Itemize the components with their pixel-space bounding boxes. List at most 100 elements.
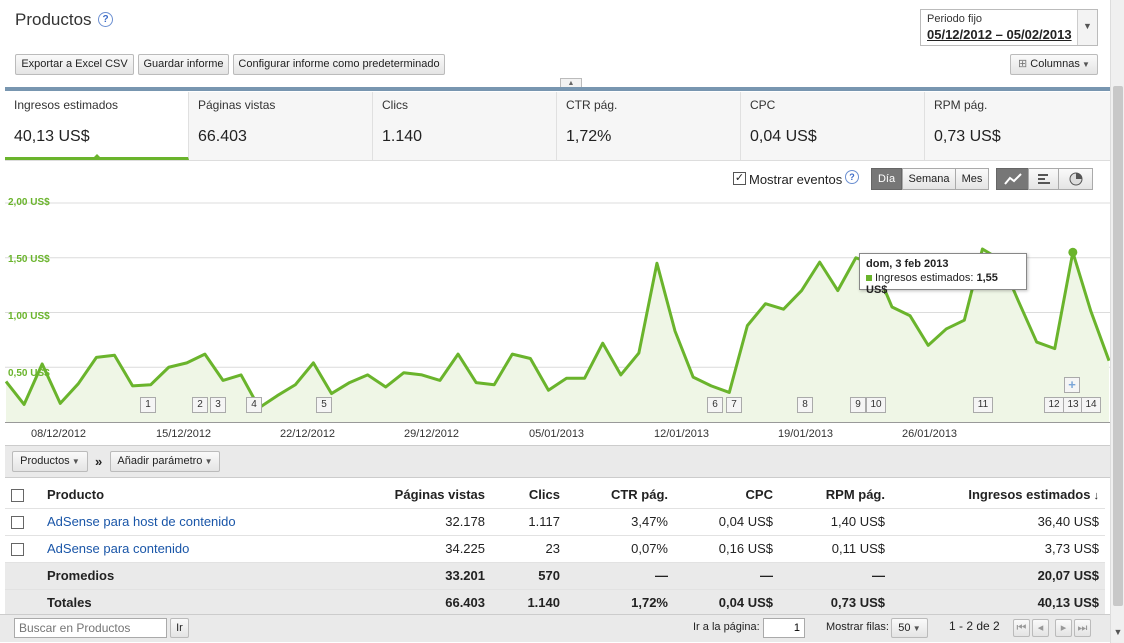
pie-chart-icon xyxy=(1069,172,1082,186)
rows-value: 50 xyxy=(898,622,911,634)
x-tick-label: 12/01/2013 xyxy=(654,428,710,440)
select-all-checkbox[interactable] xyxy=(11,489,24,503)
event-marker[interactable]: 6 xyxy=(707,397,723,413)
goto-page-label: Ir a la página: xyxy=(693,621,760,633)
rpm-cell: 0,73 US$ xyxy=(779,589,891,617)
table-row: AdSense para host de contenido 32.178 1.… xyxy=(5,508,1105,536)
col-cpc[interactable]: CPC xyxy=(674,482,779,509)
series-line xyxy=(5,247,1110,410)
bar-chart-icon xyxy=(1037,174,1050,184)
event-marker[interactable]: 13 xyxy=(1063,397,1083,413)
show-events-label: Mostrar eventos xyxy=(749,172,843,187)
last-page-button[interactable]: ⏭ xyxy=(1074,619,1091,637)
select-all-cell xyxy=(5,482,41,509)
scrollbar[interactable]: ▼ xyxy=(1110,0,1124,643)
col-clicks[interactable]: Clics xyxy=(491,482,566,509)
ctr-cell: 1,72% xyxy=(566,589,674,617)
month-toggle[interactable]: Mes xyxy=(955,168,989,190)
export-csv-button[interactable]: Exportar a Excel CSV xyxy=(15,54,134,75)
y-tick-label: 1,50 US$ xyxy=(8,254,50,265)
line-chart-icon xyxy=(1003,173,1022,185)
x-axis-line xyxy=(5,422,1110,423)
ctr-cell: 0,07% xyxy=(566,535,674,563)
event-marker[interactable]: 10 xyxy=(866,397,886,413)
columns-button[interactable]: ⊞ Columnas ▼ xyxy=(1010,54,1098,75)
clicks-cell: 1.117 xyxy=(491,508,566,536)
line-chart-toggle[interactable] xyxy=(996,168,1029,190)
col-pageviews[interactable]: Páginas vistas xyxy=(341,482,491,509)
metric-tab-cpc[interactable]: CPC 0,04 US$ xyxy=(741,92,925,160)
row-checkbox[interactable] xyxy=(11,543,24,557)
selected-caret-icon xyxy=(91,154,103,160)
highlighted-data-point[interactable] xyxy=(1068,247,1078,257)
col-rpm[interactable]: RPM pág. xyxy=(779,482,891,509)
metric-tab-rpm[interactable]: RPM pág. 0,73 US$ xyxy=(925,92,1110,160)
empty-cell xyxy=(5,562,41,590)
y-tick-label: 1,00 US$ xyxy=(8,311,50,322)
scrollbar-thumb[interactable] xyxy=(1113,86,1123,606)
pie-chart-toggle[interactable] xyxy=(1058,168,1093,190)
pageviews-cell: 32.178 xyxy=(341,508,491,536)
product-link[interactable]: AdSense para contenido xyxy=(47,541,190,556)
set-default-button[interactable]: Configurar informe como predeterminado xyxy=(233,54,445,75)
y-tick-label: 2,00 US$ xyxy=(8,197,50,208)
col-revenue[interactable]: Ingresos estimados ↓ xyxy=(891,482,1105,509)
goto-page-input[interactable] xyxy=(763,618,805,638)
event-marker[interactable]: 7 xyxy=(726,397,742,413)
rpm-cell: 1,40 US$ xyxy=(779,508,891,536)
search-go-button[interactable]: Ir xyxy=(170,618,189,638)
ctr-cell: 3,47% xyxy=(566,508,674,536)
week-toggle[interactable]: Semana xyxy=(902,168,956,190)
show-events-checkbox[interactable]: ✓ xyxy=(733,172,746,185)
help-icon[interactable]: ? xyxy=(845,170,859,184)
next-page-button[interactable]: ▸ xyxy=(1055,619,1072,637)
event-marker[interactable]: 12 xyxy=(1044,397,1064,413)
x-tick-label: 05/01/2013 xyxy=(529,428,585,440)
add-parameter-dropdown[interactable]: Añadir parámetro ▼ xyxy=(110,451,220,472)
metric-tab-revenue[interactable]: Ingresos estimados 40,13 US$ xyxy=(5,92,189,160)
metric-label: Clics xyxy=(382,98,408,112)
event-marker[interactable]: 9 xyxy=(850,397,866,413)
save-report-button[interactable]: Guardar informe xyxy=(138,54,229,75)
col-product[interactable]: Producto xyxy=(41,482,341,509)
period-selector[interactable]: Periodo fijo 05/12/2012 – 05/02/2013 ▼ xyxy=(920,9,1098,46)
rpm-cell: 0,11 US$ xyxy=(779,535,891,563)
metric-tab-pageviews[interactable]: Páginas vistas 66.403 xyxy=(189,92,373,160)
event-marker[interactable]: 14 xyxy=(1081,397,1101,413)
event-marker[interactable]: 1 xyxy=(140,397,156,413)
metric-label: CTR pág. xyxy=(566,98,618,112)
row-checkbox[interactable] xyxy=(11,516,24,530)
metric-tab-clicks[interactable]: Clics 1.140 xyxy=(373,92,557,160)
revenue-line-chart xyxy=(5,202,1110,422)
col-ctr[interactable]: CTR pág. xyxy=(566,482,674,509)
event-marker[interactable]: 8 xyxy=(797,397,813,413)
event-marker[interactable]: 2 xyxy=(192,397,208,413)
rows-label: Mostrar filas: xyxy=(826,621,889,633)
metric-value: 40,13 US$ xyxy=(14,128,90,145)
add-event-icon[interactable]: + xyxy=(1064,377,1080,393)
event-marker[interactable]: 4 xyxy=(246,397,262,413)
product-cell: AdSense para host de contenido xyxy=(41,508,341,536)
product-link[interactable]: AdSense para host de contenido xyxy=(47,514,236,529)
event-marker[interactable]: 5 xyxy=(316,397,332,413)
prev-page-button[interactable]: ◂ xyxy=(1032,619,1049,637)
x-tick-label: 26/01/2013 xyxy=(902,428,958,440)
x-tick-label: 08/12/2012 xyxy=(31,428,87,440)
search-input[interactable] xyxy=(14,618,167,638)
metric-tab-ctr[interactable]: CTR pág. 1,72% xyxy=(557,92,741,160)
dimension-dropdown[interactable]: Productos ▼ xyxy=(12,451,88,472)
columns-icon: ⊞ xyxy=(1018,58,1031,70)
bar-chart-toggle[interactable] xyxy=(1028,168,1059,190)
cpc-cell: — xyxy=(674,562,779,590)
averages-row: Promedios 33.201 570 — — — 20,07 US$ xyxy=(5,562,1105,590)
collapse-handle[interactable]: ▲ xyxy=(560,78,582,88)
day-toggle[interactable]: Día xyxy=(871,168,902,190)
event-marker[interactable]: 3 xyxy=(210,397,226,413)
table-row: AdSense para contenido 34.225 23 0,07% 0… xyxy=(5,535,1105,563)
scroll-down-arrow-icon[interactable]: ▼ xyxy=(1113,627,1123,637)
help-icon[interactable]: ? xyxy=(98,12,113,27)
event-marker[interactable]: 11 xyxy=(973,397,993,413)
rows-per-page-dropdown[interactable]: 50 ▼ xyxy=(891,618,928,638)
first-page-button[interactable]: ⏮ xyxy=(1013,619,1030,637)
rpm-cell: — xyxy=(779,562,891,590)
